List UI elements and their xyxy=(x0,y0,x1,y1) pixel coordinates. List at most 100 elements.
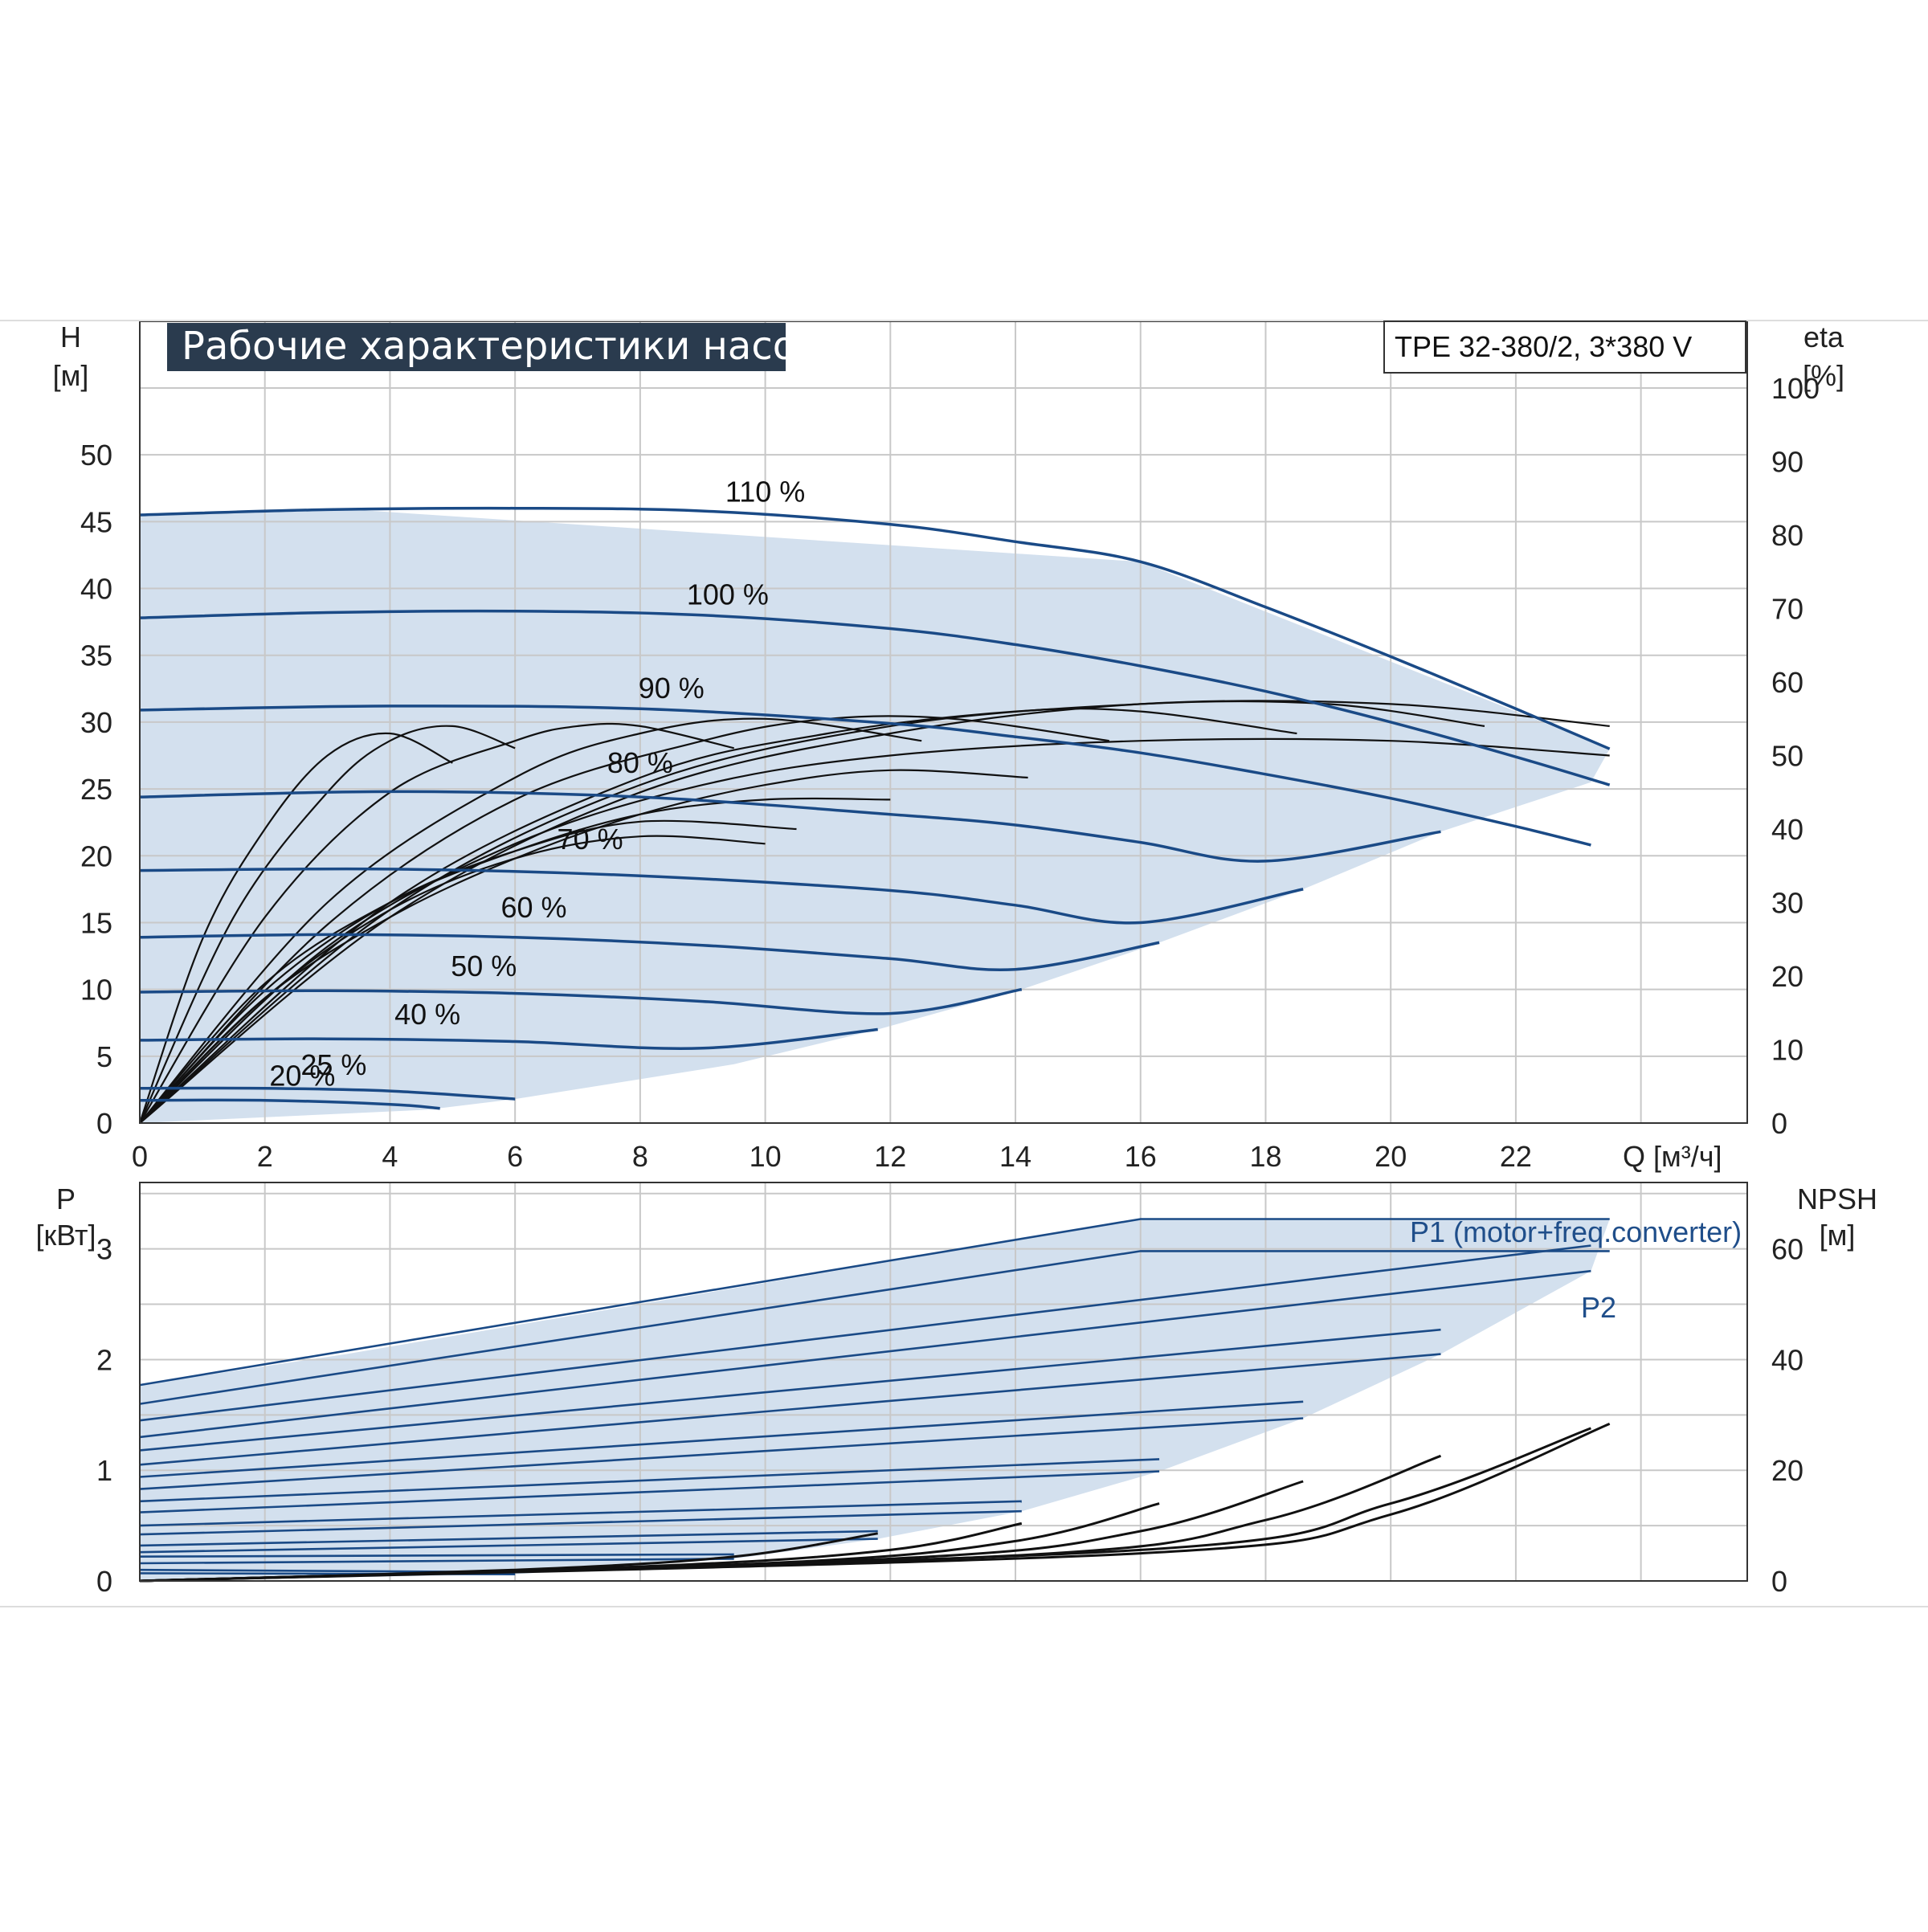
y-left-tick-label: 40 xyxy=(80,573,112,606)
head-curve xyxy=(139,506,1611,750)
p-right-axis-label: NPSH xyxy=(1797,1182,1877,1215)
x-tick-label: 20 xyxy=(1375,1140,1407,1173)
chart-title-box: Рабочие характеристики насоса xyxy=(167,323,841,371)
chart-title-background xyxy=(167,323,786,371)
power-operating-envelope xyxy=(140,1219,1610,1581)
speed-label: 25 % xyxy=(300,1048,366,1081)
p-left-axis-unit: [кВт] xyxy=(35,1219,96,1252)
power-curve xyxy=(139,1218,1610,1387)
y-right-tick-label: 70 xyxy=(1771,593,1803,626)
x-tick-label: 4 xyxy=(382,1140,398,1173)
speed-label: 40 % xyxy=(394,998,460,1031)
x-tick-label: 22 xyxy=(1500,1140,1532,1173)
p-left-tick-label: 3 xyxy=(96,1233,112,1266)
x-tick-label: 6 xyxy=(507,1140,523,1173)
y-left-tick-label: 0 xyxy=(96,1107,112,1140)
y-left-tick-label: 20 xyxy=(80,839,112,872)
power-curve xyxy=(139,1400,1304,1478)
y-right-axis-unit: [%] xyxy=(1803,359,1844,392)
p-left-axis-label: P xyxy=(56,1182,76,1215)
efficiency-curve xyxy=(139,717,922,1124)
efficiency-curve xyxy=(139,819,797,1124)
head-curve xyxy=(139,705,1591,847)
curves-layer xyxy=(138,506,1611,1583)
power-curve xyxy=(139,1417,1304,1490)
power-curve xyxy=(139,1244,1591,1422)
x-tick-label: 18 xyxy=(1249,1140,1281,1173)
y-right-tick-label: 50 xyxy=(1771,740,1803,773)
y-right-tick-label: 40 xyxy=(1771,813,1803,846)
efficiency-curve xyxy=(139,769,1028,1124)
y-left-tick-label: 45 xyxy=(80,505,112,538)
chart-background-layer xyxy=(140,509,1610,1581)
y-left-tick-label: 15 xyxy=(80,906,112,939)
head-curve xyxy=(139,987,1023,1015)
head-curve xyxy=(139,1098,440,1110)
efficiency-curve xyxy=(139,700,1485,1124)
x-tick-label: 16 xyxy=(1125,1140,1157,1173)
power-curve xyxy=(139,1470,1160,1513)
y-left-tick-label: 10 xyxy=(80,974,112,1007)
p1-label: P1 (motor+freq.converter) xyxy=(1410,1215,1742,1248)
head-curve xyxy=(139,790,1441,863)
power-curve xyxy=(139,1269,1591,1439)
efficiency-curve xyxy=(139,722,734,1124)
efficiency-curve xyxy=(139,700,1610,1124)
x-tick-label: 10 xyxy=(750,1140,782,1173)
y-left-tick-label: 50 xyxy=(80,439,112,472)
model-box-frame xyxy=(1383,321,1746,374)
y-left-axis-unit: [м] xyxy=(53,359,89,392)
y-left-tick-label: 5 xyxy=(96,1040,112,1073)
p-right-tick-label: 40 xyxy=(1771,1343,1803,1376)
y-right-tick-label: 90 xyxy=(1771,446,1803,479)
model-box: TPE 32-380/2, 3*380 V xyxy=(1383,321,1746,374)
y-right-tick-label: 20 xyxy=(1771,960,1803,993)
y-right-tick-label: 80 xyxy=(1771,519,1803,552)
y-left-tick-label: 30 xyxy=(80,706,112,739)
power-curve xyxy=(139,1558,734,1565)
x-axis-label: Q [м³/ч] xyxy=(1623,1140,1722,1173)
power-curve xyxy=(139,1509,1022,1536)
x-tick-label: 0 xyxy=(132,1140,148,1173)
p-right-tick-label: 0 xyxy=(1771,1565,1787,1598)
speed-label: 20 % xyxy=(269,1059,335,1092)
p-left-tick-label: 2 xyxy=(96,1343,112,1376)
y-right-tick-label: 10 xyxy=(1771,1034,1803,1067)
labels-layer: 110 %100 %90 %80 %70 %60 %50 %40 %25 %20… xyxy=(35,321,1877,1598)
power-curve xyxy=(139,1553,734,1558)
efficiency-curve xyxy=(138,732,453,1124)
power-curve xyxy=(139,1328,1441,1452)
x-tick-label: 14 xyxy=(999,1140,1031,1173)
efficiency-curve xyxy=(139,715,1109,1124)
x-tick-label: 2 xyxy=(257,1140,273,1173)
speed-label: 60 % xyxy=(500,891,566,924)
p-right-tick-label: 20 xyxy=(1771,1454,1803,1487)
head-operating-envelope xyxy=(140,509,1610,1123)
head-curve xyxy=(139,867,1304,925)
x-tick-label: 8 xyxy=(632,1140,648,1173)
model-label: TPE 32-380/2, 3*380 V xyxy=(1395,330,1692,363)
y-right-tick-label: 0 xyxy=(1771,1107,1787,1140)
x-tick-label: 12 xyxy=(874,1140,906,1173)
power-curve xyxy=(139,1530,878,1547)
speed-label: 100 % xyxy=(687,578,769,611)
p-right-axis-unit: [м] xyxy=(1820,1219,1856,1252)
y-left-axis-label: H xyxy=(60,321,81,353)
p-right-tick-label: 60 xyxy=(1771,1233,1803,1266)
speed-label: 80 % xyxy=(607,746,673,779)
npsh-curve xyxy=(139,1423,1611,1583)
y-right-tick-label: 60 xyxy=(1771,666,1803,699)
p-left-tick-label: 0 xyxy=(96,1565,112,1598)
power-curve xyxy=(139,1353,1441,1466)
p2-label: P2 xyxy=(1581,1291,1616,1324)
y-left-tick-label: 35 xyxy=(80,639,112,672)
speed-label: 110 % xyxy=(725,475,805,508)
y-right-tick-label: 30 xyxy=(1771,887,1803,920)
head-curve xyxy=(139,1086,516,1101)
speed-label: 50 % xyxy=(451,950,517,982)
efficiency-curve xyxy=(139,737,1610,1124)
speed-label: 70 % xyxy=(558,823,623,856)
power-curve xyxy=(139,1538,878,1554)
